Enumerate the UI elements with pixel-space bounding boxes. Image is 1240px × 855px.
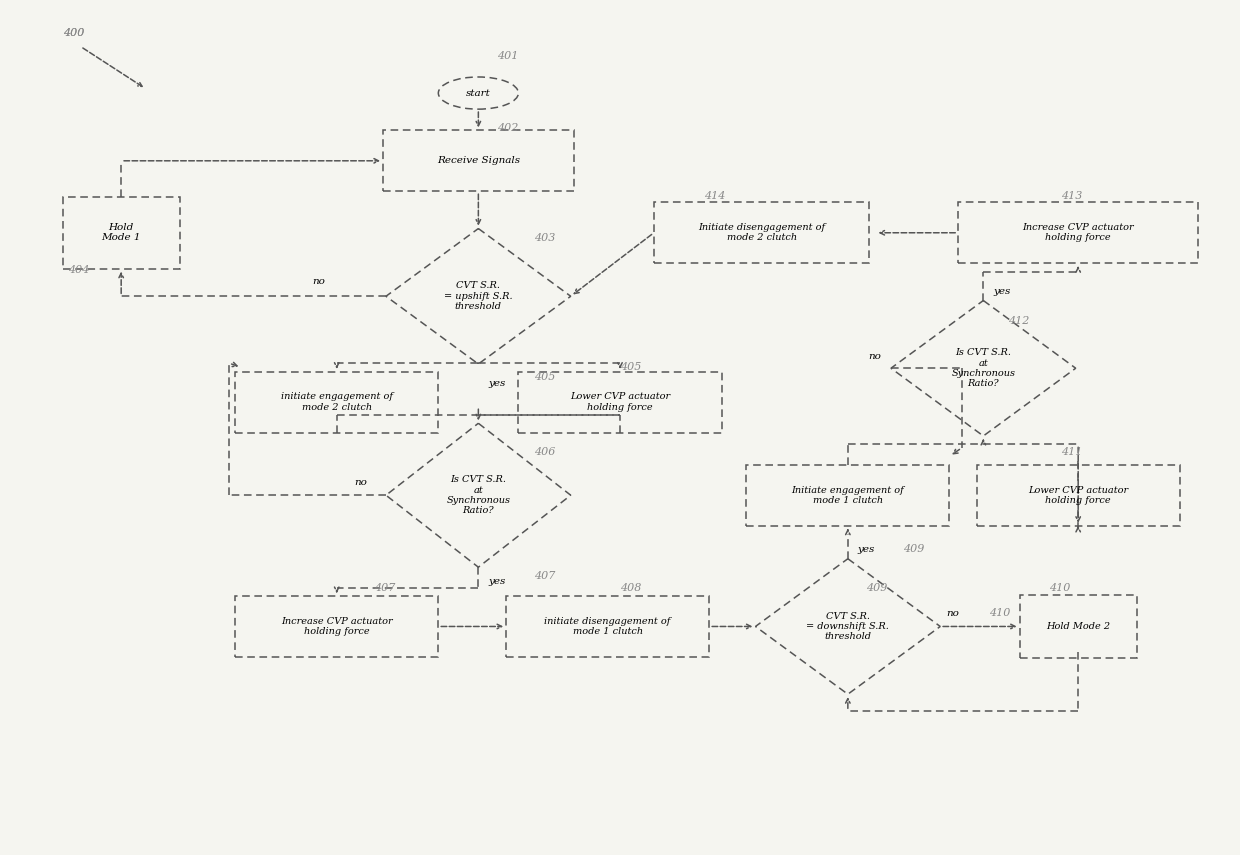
Text: Is CVT S.R.
at
Synchronous
Ratio?: Is CVT S.R. at Synchronous Ratio? xyxy=(951,348,1016,388)
Text: 410: 410 xyxy=(1049,582,1070,593)
Text: 412: 412 xyxy=(1008,315,1029,326)
Text: 408: 408 xyxy=(620,582,641,593)
Text: no: no xyxy=(355,478,367,486)
Text: 405: 405 xyxy=(620,363,641,373)
Text: 406: 406 xyxy=(533,447,556,457)
Text: Hold
Mode 1: Hold Mode 1 xyxy=(102,223,141,243)
Text: yes: yes xyxy=(858,545,875,555)
Text: Lower CVP actuator
holding force: Lower CVP actuator holding force xyxy=(570,392,670,412)
Text: no: no xyxy=(946,609,960,618)
Text: 410: 410 xyxy=(990,608,1011,618)
Text: CVT S.R.
= downshift S.R.
threshold: CVT S.R. = downshift S.R. threshold xyxy=(806,611,889,641)
Text: Hold Mode 2: Hold Mode 2 xyxy=(1047,622,1110,631)
Text: 409: 409 xyxy=(903,545,925,555)
Text: CVT S.R.
= upshift S.R.
threshold: CVT S.R. = upshift S.R. threshold xyxy=(444,281,512,311)
Text: 405: 405 xyxy=(533,373,556,382)
Text: no: no xyxy=(868,352,882,362)
Text: 400: 400 xyxy=(63,28,84,38)
Text: initiate disengagement of
mode 1 clutch: initiate disengagement of mode 1 clutch xyxy=(544,616,671,636)
Text: 414: 414 xyxy=(704,191,725,201)
Text: 403: 403 xyxy=(533,233,556,243)
Text: 400: 400 xyxy=(63,28,84,38)
Text: 413: 413 xyxy=(1061,191,1083,201)
Text: 407: 407 xyxy=(533,571,556,581)
Text: 409: 409 xyxy=(867,582,888,593)
Text: 401: 401 xyxy=(497,51,518,61)
Text: 404: 404 xyxy=(68,265,89,275)
Text: start: start xyxy=(466,89,491,97)
Text: no: no xyxy=(311,277,325,286)
Text: 411: 411 xyxy=(1061,447,1083,457)
Text: Lower CVP actuator
holding force: Lower CVP actuator holding force xyxy=(1028,486,1128,505)
Text: Initiate engagement of
mode 1 clutch: Initiate engagement of mode 1 clutch xyxy=(791,486,904,505)
Text: 402: 402 xyxy=(497,123,518,133)
Text: Is CVT S.R.
at
Synchronous
Ratio?: Is CVT S.R. at Synchronous Ratio? xyxy=(446,475,511,516)
Text: Increase CVP actuator
holding force: Increase CVP actuator holding force xyxy=(1022,223,1135,243)
Text: initiate engagement of
mode 2 clutch: initiate engagement of mode 2 clutch xyxy=(280,392,393,412)
Text: 407: 407 xyxy=(373,582,396,593)
Text: Receive Signals: Receive Signals xyxy=(436,156,520,165)
Text: yes: yes xyxy=(993,287,1011,297)
Text: yes: yes xyxy=(489,577,506,587)
Text: Increase CVP actuator
holding force: Increase CVP actuator holding force xyxy=(281,616,393,636)
Text: Initiate disengagement of
mode 2 clutch: Initiate disengagement of mode 2 clutch xyxy=(698,223,825,243)
Text: yes: yes xyxy=(489,380,506,388)
